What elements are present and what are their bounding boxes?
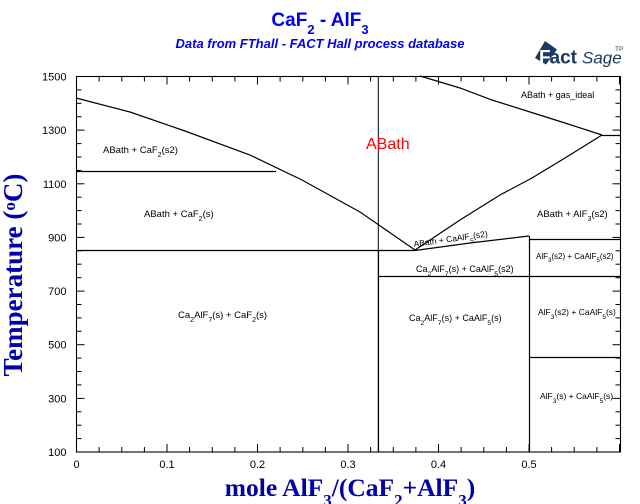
svg-text:1500: 1500 (42, 72, 66, 84)
svg-text:0.3: 0.3 (340, 459, 355, 471)
svg-text:act: act (550, 48, 578, 69)
svg-text:ABath: ABath (366, 136, 410, 153)
svg-text:mole AlF3/(CaF2+AlF3): mole AlF3/(CaF2+AlF3) (225, 473, 475, 504)
svg-text:700: 700 (48, 286, 66, 298)
svg-text:500: 500 (48, 340, 66, 352)
svg-text:1100: 1100 (43, 179, 67, 191)
svg-text:0.5: 0.5 (521, 459, 536, 471)
svg-text:TP: TP (615, 46, 623, 53)
svg-text:0.4: 0.4 (431, 459, 446, 471)
svg-text:0.1: 0.1 (159, 459, 174, 471)
svg-text:0: 0 (73, 459, 79, 471)
svg-text:ABath + gas_ideal: ABath + gas_ideal (521, 90, 594, 100)
svg-text:0.2: 0.2 (250, 459, 265, 471)
svg-text:1300: 1300 (42, 125, 66, 137)
svg-text:900: 900 (48, 232, 66, 244)
svg-text:100: 100 (48, 447, 66, 459)
svg-text:300: 300 (48, 393, 66, 405)
svg-text:Data from FThall - FACT Hall p: Data from FThall - FACT Hall process dat… (176, 36, 465, 51)
